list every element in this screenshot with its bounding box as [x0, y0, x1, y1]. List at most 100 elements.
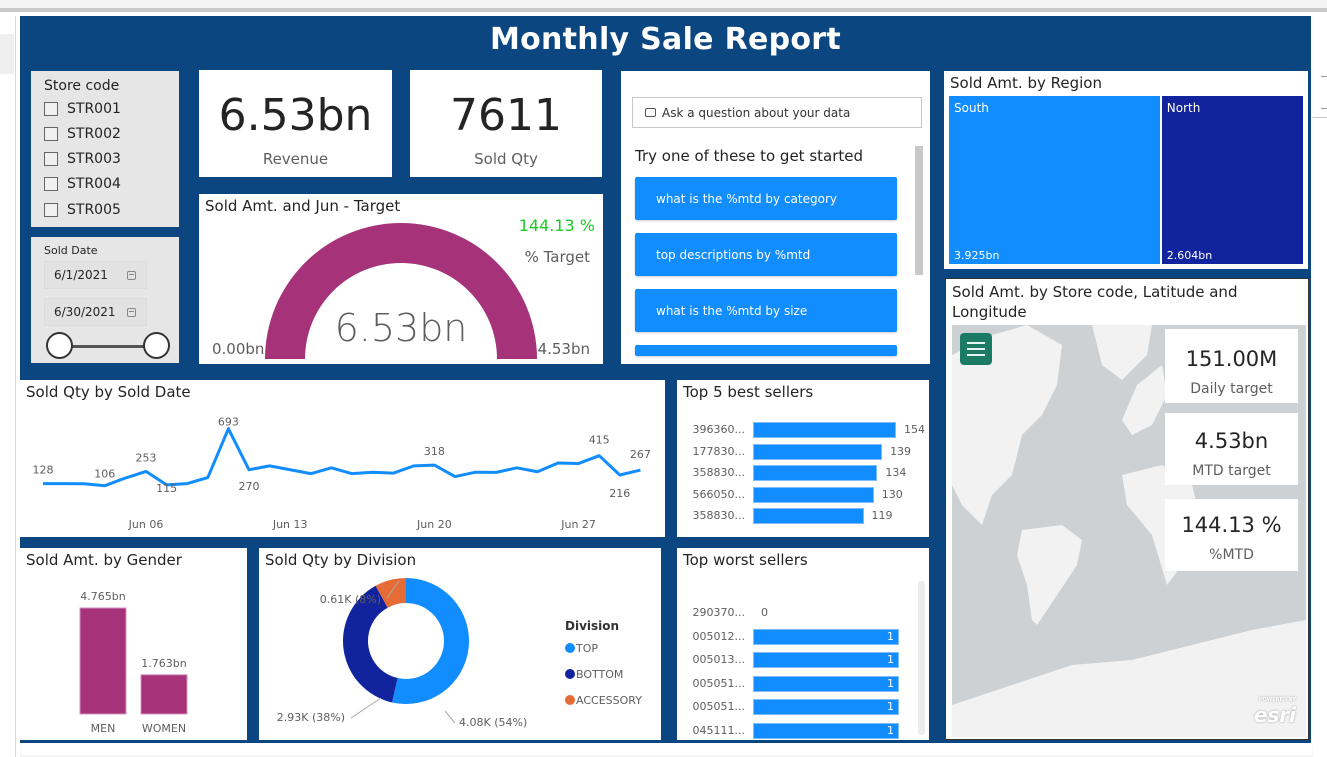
bar-value-label: 1 [887, 653, 894, 666]
gender-chart-title: Sold Amt. by Gender [26, 551, 182, 569]
bar[interactable] [753, 465, 878, 481]
gender-chart-svg: 4.765bn MEN 1.763bn WOMEN [79, 590, 188, 735]
bar[interactable] [753, 508, 864, 524]
treemap-tile-north[interactable]: North 2.604bn [1161, 96, 1303, 264]
map-menu-button[interactable] [960, 333, 992, 365]
worst-sellers-title: Top worst sellers [683, 551, 808, 569]
qa-scrollbar[interactable] [915, 146, 923, 275]
bar-category-label: 358830... [692, 509, 745, 522]
x-axis-tick-label: Jun 06 [128, 518, 164, 531]
x-axis-tick-label: Jun 27 [560, 518, 596, 531]
end-date-input[interactable]: 6/30/2021 [44, 298, 147, 326]
checkbox-label: STR004 [67, 176, 121, 192]
calendar-icon[interactable] [127, 270, 136, 280]
line-data-label: 128 [33, 464, 54, 477]
end-date-value: 6/30/2021 [54, 305, 116, 319]
revenue-label: Revenue [262, 150, 329, 168]
region-treemap: Sold Amt. by Region South 3.925bn North 2.… [944, 71, 1308, 269]
gauge-target-percent-label: % Target [524, 248, 590, 266]
sold-date-slicer: Sold Date 6/1/2021 6/30/2021 [31, 237, 179, 363]
report-title: Monthly Sale Report [489, 22, 842, 57]
sold-qty-card: 7611 Sold Qty [410, 70, 602, 177]
gauge-svg [265, 223, 537, 359]
bar-value-label: 1 [887, 629, 894, 643]
donut-data-label: 4.08K (54%) [459, 716, 527, 729]
date-range-track[interactable] [59, 345, 159, 348]
treemap-tile-south[interactable]: South 3.925bn [949, 96, 1160, 264]
bar-value-label: 1 [887, 676, 894, 690]
date-range-end-handle[interactable] [143, 332, 170, 359]
sold-qty-value: 7611 [450, 90, 562, 141]
legend-item: TOP [575, 642, 598, 655]
donut-chart-svg: 4.08K (54%) 2.93K (38%) 0.61K (8%) Division… [277, 578, 642, 729]
revenue-card: 6.53bn Revenue [199, 70, 392, 177]
bar[interactable] [753, 675, 899, 692]
bar[interactable] [753, 699, 899, 715]
gauge-title: Sold Amt. and Jun - Target [205, 197, 401, 215]
date-range-start-handle[interactable] [46, 332, 73, 359]
sold-qty-label: Sold Qty [474, 150, 538, 168]
report-canvas: Monthly Sale Report Store code STR001 ST… [20, 16, 1311, 743]
sales-target-gauge: Sold Amt. and Jun - Target 144.13 % % Ta… [199, 194, 603, 364]
map-title: Sold Amt. by Store code, Latitude and Lo… [952, 283, 1238, 321]
checkbox-box[interactable] [44, 102, 58, 116]
checkbox-box[interactable] [44, 152, 58, 166]
checkbox-box[interactable] [44, 203, 58, 217]
bar[interactable] [753, 628, 899, 645]
treemap-title: Sold Amt. by Region [950, 74, 1102, 92]
qa-suggestion-button[interactable]: what is the %mtd by category [635, 177, 897, 220]
bar-category-label: 045111... [692, 723, 745, 737]
start-date-value: 6/1/2021 [54, 268, 108, 282]
top-worst-sellers-chart: Top worst sellers 290370... 0 005012... 1 00… [677, 548, 929, 740]
north-america-shape [952, 325, 1062, 525]
gauge-target-percent: 144.13 % [518, 216, 595, 235]
bar-value-label: 1 [887, 723, 894, 737]
line-data-label: 693 [218, 416, 239, 429]
qa-suggestion-button[interactable]: what is the %mtd by size [635, 289, 897, 332]
slicer-header: Sold Date [44, 244, 98, 257]
bar-value-label: 1 [887, 700, 894, 713]
tile-name: North [1166, 101, 1201, 115]
revenue-value: 6.53bn [218, 90, 373, 141]
start-date-input[interactable]: 6/1/2021 [44, 261, 147, 289]
daily-target-label: Daily target [1190, 381, 1273, 397]
worst-sellers-scrollbar[interactable] [918, 581, 925, 735]
legend-marker [565, 643, 575, 653]
bottom-strip [20, 743, 1313, 757]
tile-name: South [954, 101, 989, 115]
bar[interactable] [753, 443, 883, 460]
checkbox-box[interactable] [44, 127, 58, 141]
map-canvas[interactable]: 151.00M Daily target 4.53bn MTD target 144… [952, 325, 1306, 737]
store-checkbox[interactable]: STR005 [44, 202, 121, 218]
store-checkbox[interactable]: STR002 [44, 126, 121, 142]
qa-suggestion-button[interactable] [635, 345, 897, 356]
donut-leader-line [444, 710, 456, 724]
qa-question-input[interactable]: Ask a question about your data [632, 97, 922, 128]
donut-slice-top [392, 578, 469, 704]
pct-mtd-card: 144.13 % %MTD [1165, 499, 1298, 571]
mtd-target-card: 4.53bn MTD target [1165, 413, 1298, 485]
gauge-max-label: 4.53bn [537, 340, 590, 358]
bar[interactable] [753, 652, 899, 668]
bar[interactable] [753, 422, 896, 438]
qa-suggestion-button[interactable]: top descriptions by %mtd [635, 233, 897, 276]
gender-bar-value-label: 4.765bn [80, 590, 125, 603]
bar[interactable] [753, 722, 899, 739]
store-map: Sold Amt. by Store code, Latitude and Lo… [945, 278, 1309, 740]
europe-shape [1122, 365, 1167, 435]
bar[interactable] [753, 486, 874, 503]
calendar-icon[interactable] [127, 307, 136, 317]
qa-hint-text: Try one of these to get started [635, 147, 864, 165]
legend-title: Division [565, 619, 619, 633]
store-checkbox[interactable]: STR003 [44, 151, 121, 167]
daily-target-value: 151.00M [1185, 347, 1278, 371]
checkbox-box[interactable] [44, 177, 58, 191]
donut-data-label: 2.93K (38%) [277, 711, 345, 724]
store-checkbox[interactable]: STR001 [44, 101, 121, 117]
pct-mtd-label: %MTD [1209, 547, 1254, 563]
bar-value-label: 154 [904, 423, 925, 436]
store-checkbox[interactable]: STR004 [44, 176, 121, 192]
treemap-area: South 3.925bn North 2.604bn [949, 96, 1303, 264]
right-pane-edge [1313, 16, 1327, 757]
legend-item: BOTTOM [576, 668, 623, 681]
